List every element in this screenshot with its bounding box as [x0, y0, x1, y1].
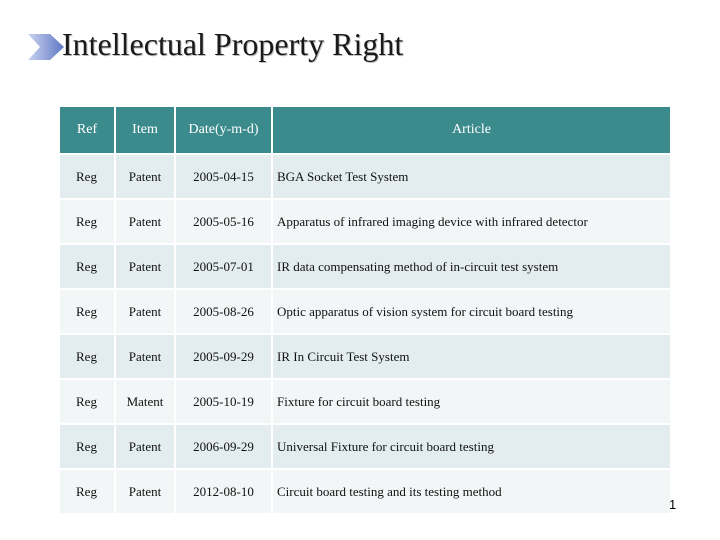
- cell-ref: Reg: [60, 468, 116, 513]
- cell-item: Patent: [115, 153, 176, 199]
- cell-date: 2006-09-29: [175, 423, 273, 469]
- cell-ref: Reg: [60, 333, 116, 379]
- table-row: Reg Matent 2005-10-19 Fixture for circui…: [60, 378, 670, 424]
- cell-ref: Reg: [60, 153, 116, 199]
- cell-date: 2005-05-16: [175, 198, 273, 244]
- table-row: Reg Patent 2005-04-15 BGA Socket Test Sy…: [60, 153, 670, 199]
- page-title: Intellectual Property Right: [62, 26, 404, 62]
- cell-item: Patent: [115, 468, 176, 513]
- cell-date: 2005-07-01: [175, 243, 273, 289]
- cell-item: Patent: [115, 423, 176, 469]
- cell-date: 2005-09-29: [175, 333, 273, 379]
- table-row: Reg Patent 2012-08-10 Circuit board test…: [60, 468, 670, 513]
- cell-date: 2012-08-10: [175, 468, 273, 513]
- cell-item: Patent: [115, 288, 176, 334]
- cell-article: BGA Socket Test System: [272, 153, 670, 199]
- header-item: Item: [115, 107, 176, 154]
- cell-ref: Reg: [60, 423, 116, 469]
- cell-ref: Reg: [60, 198, 116, 244]
- cell-item: Patent: [115, 333, 176, 379]
- cell-article: IR data compensating method of in-circui…: [272, 243, 670, 289]
- cell-date: 2005-04-15: [175, 153, 273, 199]
- table-row: Reg Patent 2005-07-01 IR data compensati…: [60, 243, 670, 289]
- header-ref: Ref: [60, 107, 116, 154]
- cell-ref: Reg: [60, 288, 116, 334]
- table-row: Reg Patent 2005-08-26 Optic apparatus of…: [60, 288, 670, 334]
- cell-article: Universal Fixture for circuit board test…: [272, 423, 670, 469]
- page-number: 1: [669, 497, 677, 512]
- cell-item: Matent: [115, 378, 176, 424]
- table-header-row: Ref Item Date(y-m-d) Article: [60, 107, 670, 154]
- cell-article: Fixture for circuit board testing: [272, 378, 670, 424]
- cell-item: Patent: [115, 243, 176, 289]
- cell-date: 2005-10-19: [175, 378, 273, 424]
- cell-item: Patent: [115, 198, 176, 244]
- header-date: Date(y-m-d): [175, 107, 273, 154]
- arrow-bullet-icon: [28, 34, 64, 60]
- table-row: Reg Patent 2005-05-16 Apparatus of infra…: [60, 198, 670, 244]
- cell-article: Optic apparatus of vision system for cir…: [272, 288, 670, 334]
- cell-article: Circuit board testing and its testing me…: [272, 468, 670, 513]
- cell-ref: Reg: [60, 378, 116, 424]
- table-row: Reg Patent 2005-09-29 IR In Circuit Test…: [60, 333, 670, 379]
- cell-article: IR In Circuit Test System: [272, 333, 670, 379]
- cell-article: Apparatus of infrared imaging device wit…: [272, 198, 670, 244]
- cell-ref: Reg: [60, 243, 116, 289]
- cell-date: 2005-08-26: [175, 288, 273, 334]
- ip-table: Ref Item Date(y-m-d) Article Reg Patent …: [60, 107, 670, 513]
- table-row: Reg Patent 2006-09-29 Universal Fixture …: [60, 423, 670, 469]
- header-article: Article: [272, 107, 670, 154]
